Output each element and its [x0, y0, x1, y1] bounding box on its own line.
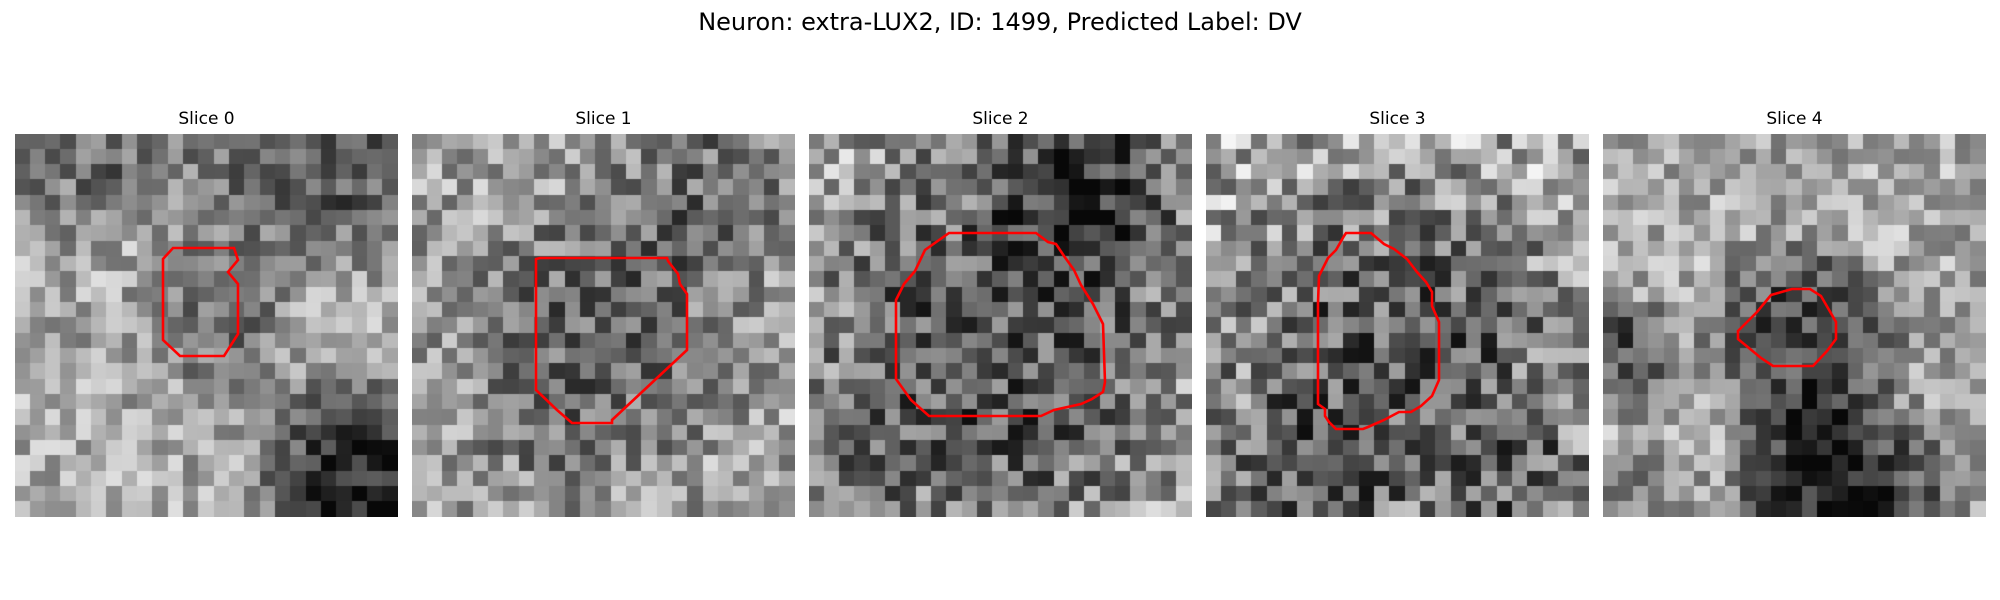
slice-0-image	[15, 134, 398, 517]
slice-3-title: Slice 3	[1369, 109, 1426, 129]
slice-4-image	[1603, 134, 1986, 517]
slice-1-image	[412, 134, 795, 517]
slice-0-title: Slice 0	[178, 109, 235, 129]
slice-2-image	[809, 134, 1192, 517]
slice-4-title: Slice 4	[1766, 109, 1823, 129]
slice-3-image	[1206, 134, 1589, 517]
slice-2-title: Slice 2	[972, 109, 1029, 129]
figure-title: Neuron: extra-LUX2, ID: 1499, Predicted …	[698, 8, 1302, 36]
slice-1-title: Slice 1	[575, 109, 632, 129]
